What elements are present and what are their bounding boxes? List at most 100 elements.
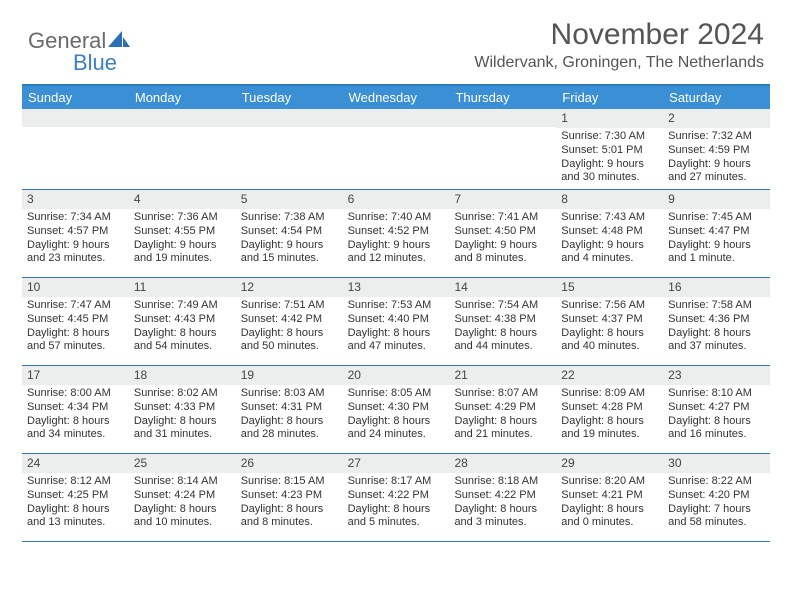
day-number: 12 bbox=[236, 278, 343, 297]
daylight-text: Daylight: 8 hours and 50 minutes. bbox=[241, 327, 338, 355]
day-cell bbox=[343, 109, 450, 189]
day-cell: 18Sunrise: 8:02 AMSunset: 4:33 PMDayligh… bbox=[129, 366, 236, 453]
day-body: Sunrise: 7:43 AMSunset: 4:48 PMDaylight:… bbox=[556, 209, 663, 270]
day-cell bbox=[236, 109, 343, 189]
daylight-text: Daylight: 8 hours and 54 minutes. bbox=[134, 327, 231, 355]
day-cell: 16Sunrise: 7:58 AMSunset: 4:36 PMDayligh… bbox=[663, 278, 770, 365]
day-body: Sunrise: 8:20 AMSunset: 4:21 PMDaylight:… bbox=[556, 473, 663, 534]
sunrise-text: Sunrise: 7:32 AM bbox=[668, 130, 765, 144]
day-header: Monday bbox=[129, 86, 236, 109]
sunrise-text: Sunrise: 7:38 AM bbox=[241, 211, 338, 225]
sunset-text: Sunset: 4:59 PM bbox=[668, 144, 765, 158]
day-header: Saturday bbox=[663, 86, 770, 109]
daylight-text: Daylight: 9 hours and 4 minutes. bbox=[561, 239, 658, 267]
day-number: 9 bbox=[663, 190, 770, 209]
day-cell: 22Sunrise: 8:09 AMSunset: 4:28 PMDayligh… bbox=[556, 366, 663, 453]
week-row: 3Sunrise: 7:34 AMSunset: 4:57 PMDaylight… bbox=[22, 190, 770, 278]
location: Wildervank, Groningen, The Netherlands bbox=[474, 54, 764, 72]
week-row: 24Sunrise: 8:12 AMSunset: 4:25 PMDayligh… bbox=[22, 454, 770, 542]
daylight-text: Daylight: 8 hours and 0 minutes. bbox=[561, 503, 658, 531]
day-cell: 15Sunrise: 7:56 AMSunset: 4:37 PMDayligh… bbox=[556, 278, 663, 365]
sunrise-text: Sunrise: 7:41 AM bbox=[454, 211, 551, 225]
sunset-text: Sunset: 5:01 PM bbox=[561, 144, 658, 158]
day-number: 5 bbox=[236, 190, 343, 209]
daylight-text: Daylight: 8 hours and 21 minutes. bbox=[454, 415, 551, 443]
day-cell: 3Sunrise: 7:34 AMSunset: 4:57 PMDaylight… bbox=[22, 190, 129, 277]
day-cell: 30Sunrise: 8:22 AMSunset: 4:20 PMDayligh… bbox=[663, 454, 770, 541]
daylight-text: Daylight: 8 hours and 28 minutes. bbox=[241, 415, 338, 443]
day-number: 28 bbox=[449, 454, 556, 473]
day-number: 1 bbox=[556, 109, 663, 128]
day-number: 6 bbox=[343, 190, 450, 209]
sunset-text: Sunset: 4:20 PM bbox=[668, 489, 765, 503]
day-number: 21 bbox=[449, 366, 556, 385]
sunset-text: Sunset: 4:55 PM bbox=[134, 225, 231, 239]
daylight-text: Daylight: 9 hours and 15 minutes. bbox=[241, 239, 338, 267]
day-cell: 8Sunrise: 7:43 AMSunset: 4:48 PMDaylight… bbox=[556, 190, 663, 277]
sunset-text: Sunset: 4:57 PM bbox=[27, 225, 124, 239]
day-cell: 9Sunrise: 7:45 AMSunset: 4:47 PMDaylight… bbox=[663, 190, 770, 277]
day-header: Friday bbox=[556, 86, 663, 109]
day-number: 3 bbox=[22, 190, 129, 209]
day-number: 7 bbox=[449, 190, 556, 209]
daylight-text: Daylight: 8 hours and 40 minutes. bbox=[561, 327, 658, 355]
day-header: Sunday bbox=[22, 86, 129, 109]
title-block: November 2024 Wildervank, Groningen, The… bbox=[474, 18, 764, 72]
day-cell bbox=[129, 109, 236, 189]
header: General Blue November 2024 Wildervank, G… bbox=[0, 0, 792, 76]
sunrise-text: Sunrise: 8:03 AM bbox=[241, 387, 338, 401]
sunrise-text: Sunrise: 7:47 AM bbox=[27, 299, 124, 313]
day-header: Thursday bbox=[449, 86, 556, 109]
sunset-text: Sunset: 4:36 PM bbox=[668, 313, 765, 327]
day-number: 22 bbox=[556, 366, 663, 385]
day-number: 26 bbox=[236, 454, 343, 473]
day-number: 25 bbox=[129, 454, 236, 473]
sunrise-text: Sunrise: 8:10 AM bbox=[668, 387, 765, 401]
sunrise-text: Sunrise: 7:43 AM bbox=[561, 211, 658, 225]
day-body: Sunrise: 7:45 AMSunset: 4:47 PMDaylight:… bbox=[663, 209, 770, 270]
day-cell: 17Sunrise: 8:00 AMSunset: 4:34 PMDayligh… bbox=[22, 366, 129, 453]
daylight-text: Daylight: 9 hours and 23 minutes. bbox=[27, 239, 124, 267]
daylight-text: Daylight: 8 hours and 57 minutes. bbox=[27, 327, 124, 355]
day-cell: 6Sunrise: 7:40 AMSunset: 4:52 PMDaylight… bbox=[343, 190, 450, 277]
day-header: Tuesday bbox=[236, 86, 343, 109]
day-number: 2 bbox=[663, 109, 770, 128]
sunrise-text: Sunrise: 7:34 AM bbox=[27, 211, 124, 225]
day-cell: 5 Sunrise: 7:38 AMSunset: 4:54 PMDaylight… bbox=[236, 190, 343, 277]
daylight-text: Daylight: 7 hours and 58 minutes. bbox=[668, 503, 765, 531]
day-cell: 23Sunrise: 8:10 AMSunset: 4:27 PMDayligh… bbox=[663, 366, 770, 453]
day-body: Sunrise: 7:54 AMSunset: 4:38 PMDaylight:… bbox=[449, 297, 556, 358]
logo-text-blue: Blue bbox=[73, 50, 117, 75]
sunrise-text: Sunrise: 8:18 AM bbox=[454, 475, 551, 489]
daylight-text: Daylight: 8 hours and 24 minutes. bbox=[348, 415, 445, 443]
day-body: Sunrise: 7:30 AMSunset: 5:01 PMDaylight:… bbox=[556, 128, 663, 189]
day-number: 24 bbox=[22, 454, 129, 473]
sunset-text: Sunset: 4:47 PM bbox=[668, 225, 765, 239]
day-cell: 21Sunrise: 8:07 AMSunset: 4:29 PMDayligh… bbox=[449, 366, 556, 453]
daylight-text: Daylight: 8 hours and 8 minutes. bbox=[241, 503, 338, 531]
daylight-text: Daylight: 8 hours and 37 minutes. bbox=[668, 327, 765, 355]
weeks-container: 1Sunrise: 7:30 AMSunset: 5:01 PMDaylight… bbox=[22, 109, 770, 542]
day-body: Sunrise: 8:09 AMSunset: 4:28 PMDaylight:… bbox=[556, 385, 663, 446]
day-number: 23 bbox=[663, 366, 770, 385]
day-cell: 7Sunrise: 7:41 AMSunset: 4:50 PMDaylight… bbox=[449, 190, 556, 277]
day-cell: 28Sunrise: 8:18 AMSunset: 4:22 PMDayligh… bbox=[449, 454, 556, 541]
day-cell: 11Sunrise: 7:49 AMSunset: 4:43 PMDayligh… bbox=[129, 278, 236, 365]
sunrise-text: Sunrise: 8:14 AM bbox=[134, 475, 231, 489]
day-cell: 27Sunrise: 8:17 AMSunset: 4:22 PMDayligh… bbox=[343, 454, 450, 541]
daylight-text: Daylight: 8 hours and 47 minutes. bbox=[348, 327, 445, 355]
sunset-text: Sunset: 4:54 PM bbox=[241, 225, 338, 239]
day-body: Sunrise: 8:18 AMSunset: 4:22 PMDaylight:… bbox=[449, 473, 556, 534]
day-body: Sunrise: 7:34 AMSunset: 4:57 PMDaylight:… bbox=[22, 209, 129, 270]
day-number: 29 bbox=[556, 454, 663, 473]
day-cell: 4Sunrise: 7:36 AMSunset: 4:55 PMDaylight… bbox=[129, 190, 236, 277]
daylight-text: Daylight: 8 hours and 16 minutes. bbox=[668, 415, 765, 443]
sunrise-text: Sunrise: 7:45 AM bbox=[668, 211, 765, 225]
week-row: 1Sunrise: 7:30 AMSunset: 5:01 PMDaylight… bbox=[22, 109, 770, 190]
day-body: Sunrise: 7:41 AMSunset: 4:50 PMDaylight:… bbox=[449, 209, 556, 270]
daylight-text: Daylight: 9 hours and 27 minutes. bbox=[668, 158, 765, 186]
day-body: Sunrise: 7:49 AMSunset: 4:43 PMDaylight:… bbox=[129, 297, 236, 358]
week-row: 17Sunrise: 8:00 AMSunset: 4:34 PMDayligh… bbox=[22, 366, 770, 454]
logo: General Blue bbox=[28, 18, 130, 54]
sunrise-text: Sunrise: 8:20 AM bbox=[561, 475, 658, 489]
